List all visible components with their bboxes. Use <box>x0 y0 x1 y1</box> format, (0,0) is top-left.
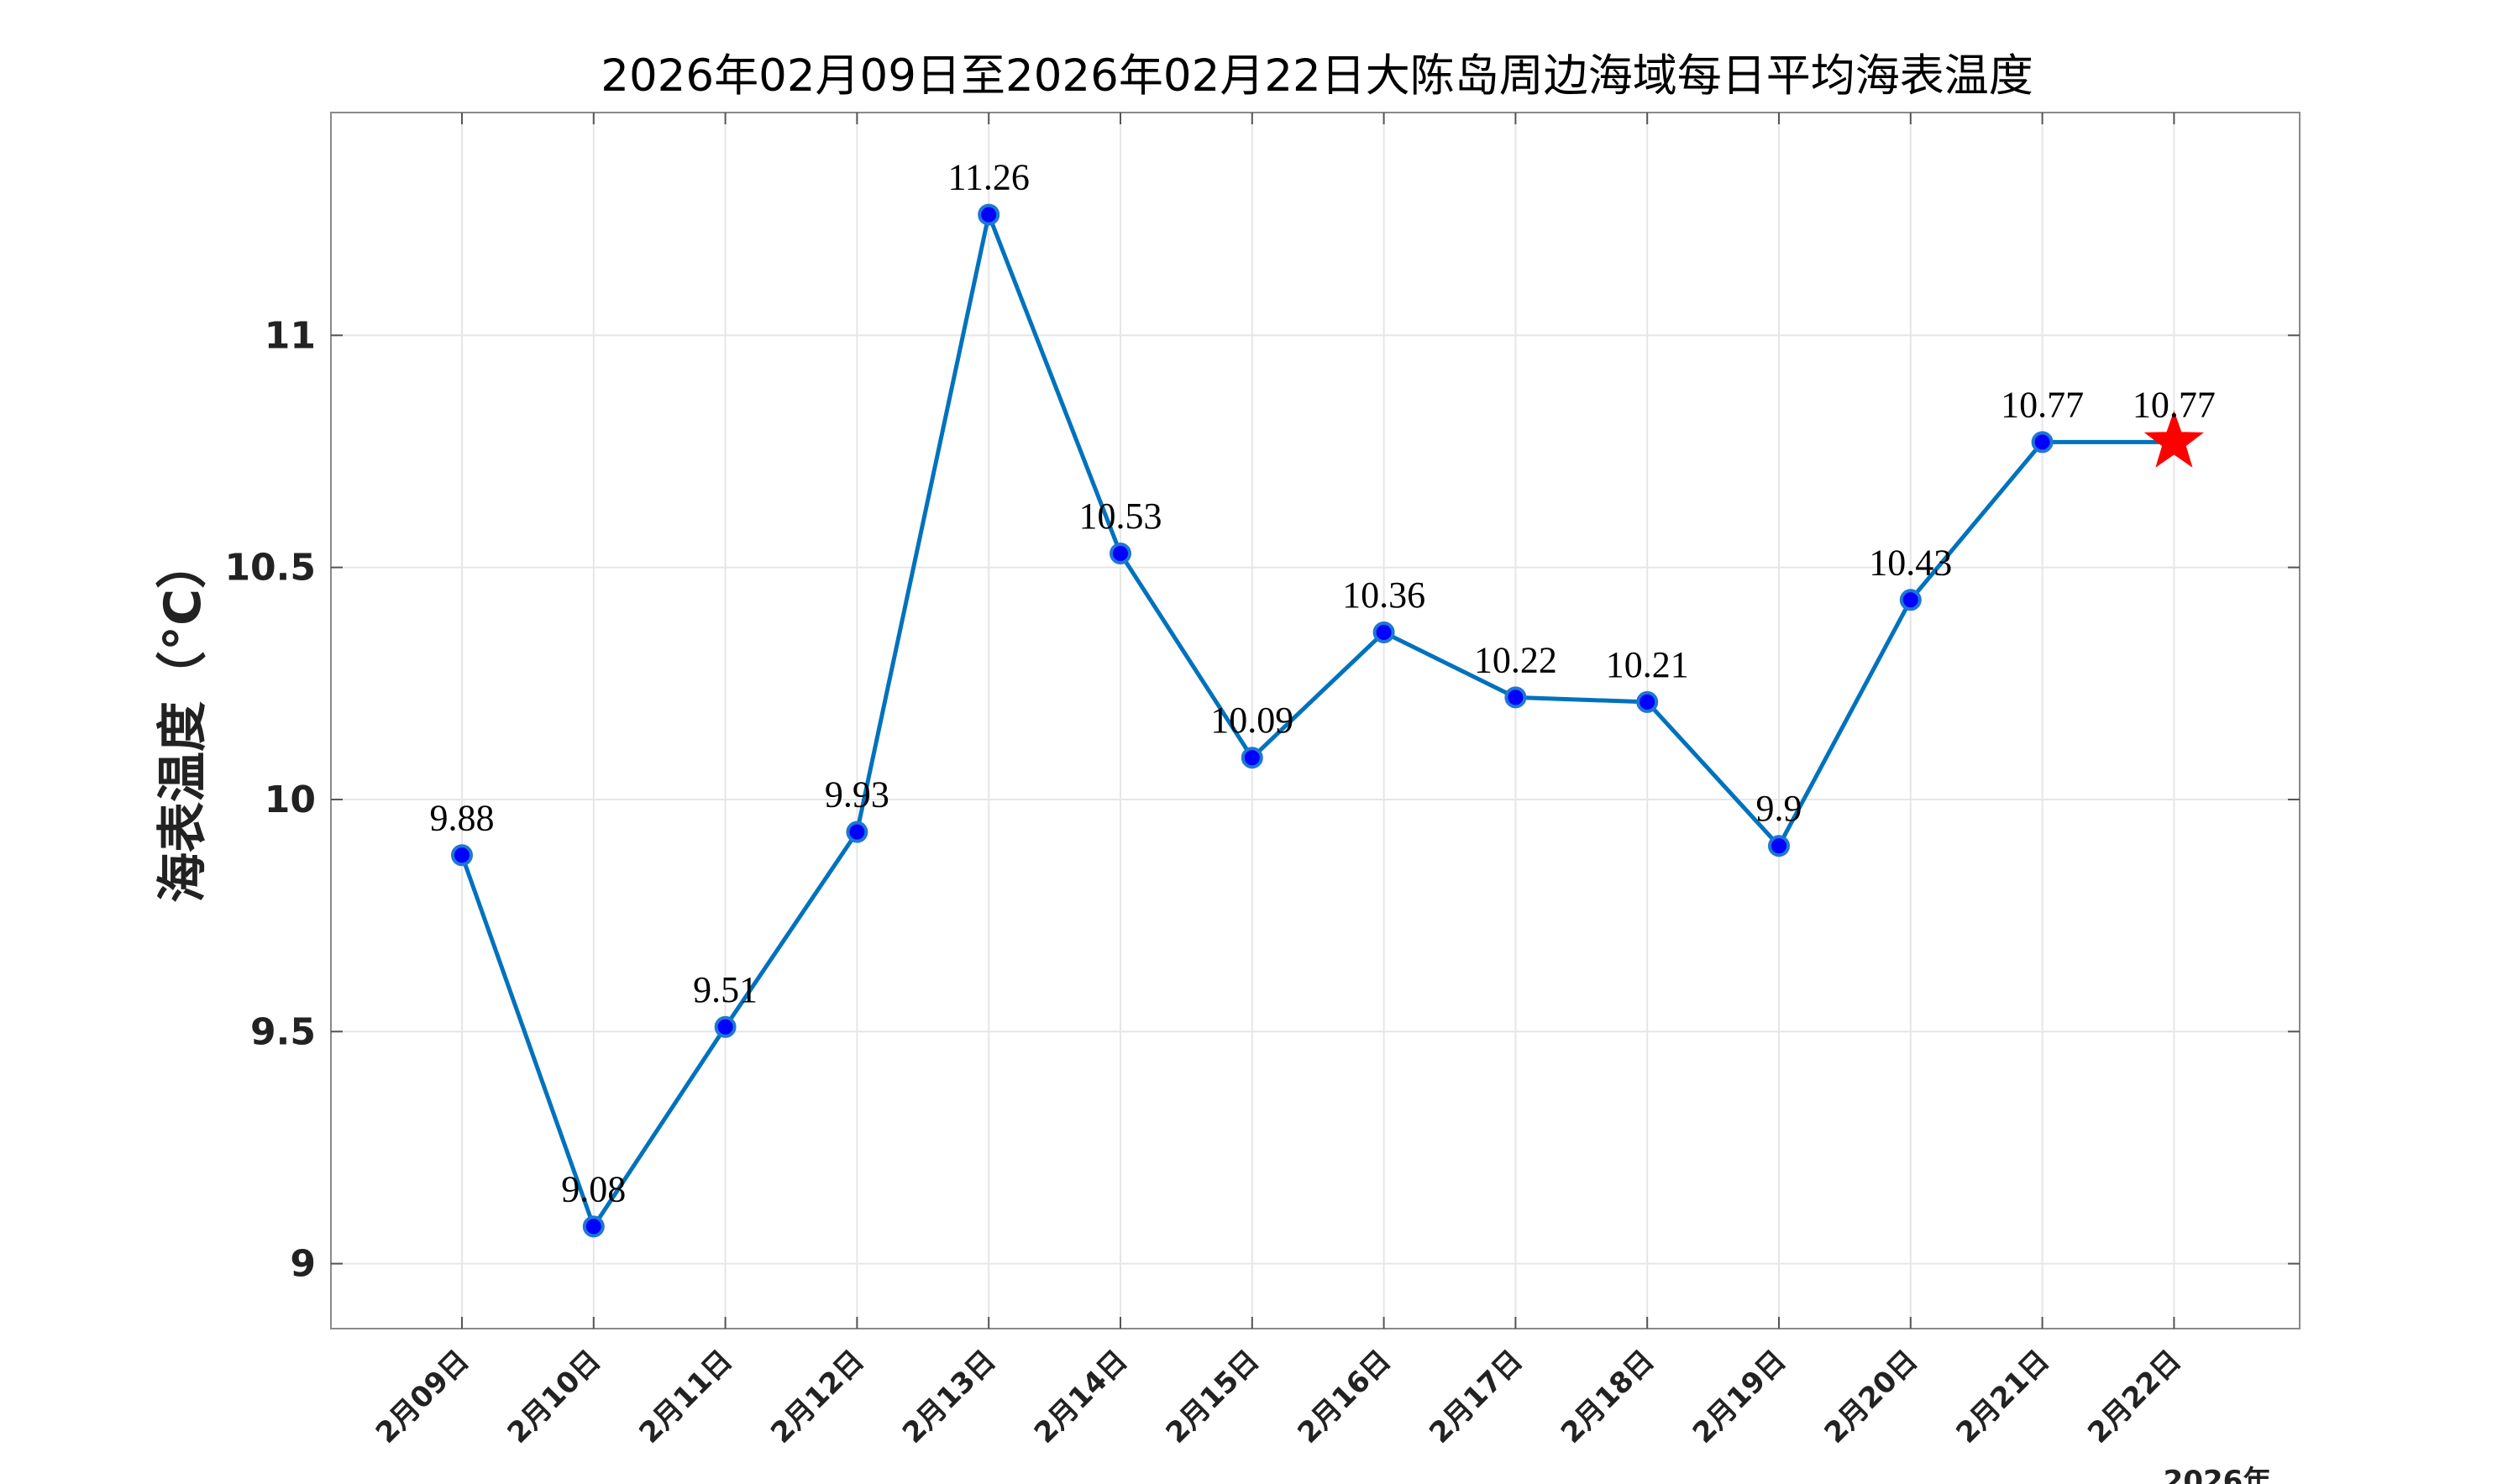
data-label: 11.26 <box>948 157 1030 198</box>
data-point-marker <box>846 821 868 843</box>
plot-frame <box>330 112 2301 1329</box>
data-point-marker <box>451 844 473 867</box>
y-tick-label: 9 <box>290 1243 316 1286</box>
latest-value-star-marker <box>2143 410 2205 468</box>
series-layer <box>451 203 2205 1238</box>
y-tick-label: 10.5 <box>224 547 316 590</box>
x-axis-year-label: 2026年 <box>2164 1465 2272 1484</box>
data-label: 10.22 <box>1474 639 1557 680</box>
y-tick-label: 9.5 <box>250 1010 316 1053</box>
data-point-marker <box>1899 589 1922 611</box>
temperature-line <box>459 212 2175 1229</box>
data-label: 9.08 <box>561 1168 626 1209</box>
data-point-marker <box>2031 431 2054 454</box>
data-label: 9.9 <box>1756 788 1802 829</box>
data-point-marker <box>1504 686 1527 709</box>
data-point-marker <box>714 1015 737 1038</box>
data-label: 9.88 <box>430 797 495 838</box>
data-point-marker <box>582 1215 605 1238</box>
data-point-marker <box>1110 543 1131 565</box>
data-label: 10.21 <box>1606 644 1689 685</box>
grid-layer <box>331 113 2300 1329</box>
data-point-marker <box>1636 690 1659 713</box>
data-label: 10.43 <box>1869 542 1952 583</box>
data-point-marker <box>978 203 1000 226</box>
data-label: 10.09 <box>1210 700 1293 741</box>
y-axis-ticks: 9 9.5 10 10.5 11 <box>224 314 2300 1286</box>
data-label: 10.36 <box>1342 574 1425 616</box>
data-label: 10.53 <box>1079 496 1162 537</box>
y-axis-label: 海表温度（°C） <box>154 538 212 903</box>
data-label: 9.51 <box>693 969 758 1010</box>
data-label: 9.93 <box>825 774 889 815</box>
y-tick-label: 10 <box>265 779 316 821</box>
data-label: 10.77 <box>2133 384 2216 425</box>
chart-title: 2026年02月09日至2026年02月22日大陈岛周边海域每日平均海表温度 <box>601 50 2033 102</box>
data-point-marker <box>1241 747 1263 769</box>
y-tick-label: 11 <box>265 314 316 357</box>
data-point-marker <box>1768 835 1790 857</box>
data-label-layer: 9.88 9.08 9.51 9.93 11.26 10.53 10.09 10.36 10.2… <box>430 157 2216 1210</box>
data-label: 10.77 <box>2001 384 2084 425</box>
data-point-marker <box>1372 621 1395 643</box>
